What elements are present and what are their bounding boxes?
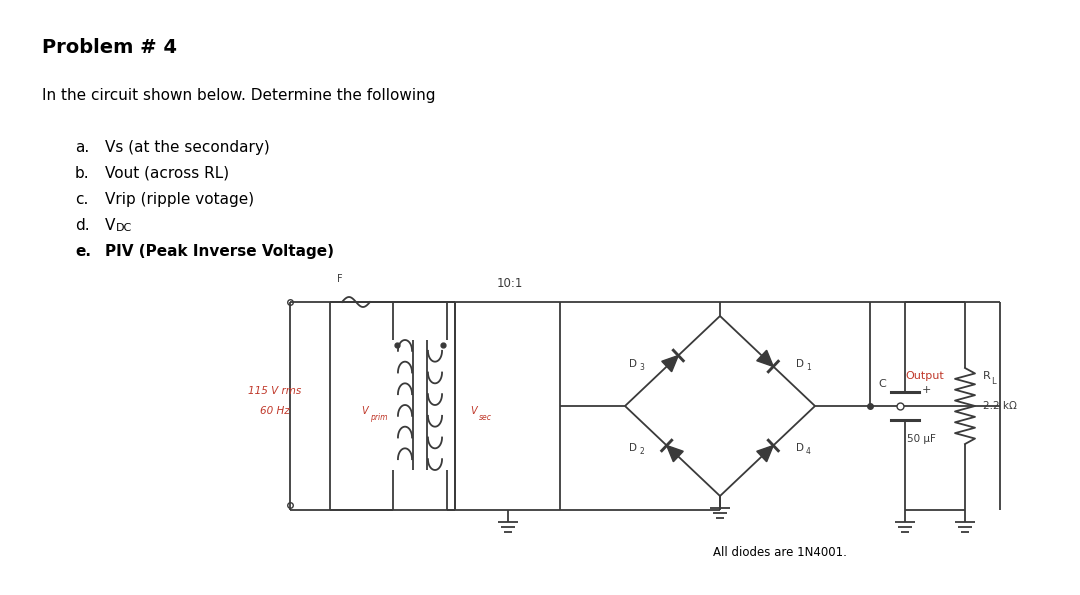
Text: 1: 1	[806, 364, 811, 372]
Text: a.: a.	[75, 140, 90, 155]
Text: sec: sec	[480, 414, 492, 422]
Text: prim: prim	[370, 414, 388, 422]
Text: Output: Output	[906, 371, 944, 381]
Text: F: F	[337, 274, 342, 284]
Text: b.: b.	[75, 166, 90, 181]
Text: V: V	[471, 406, 477, 416]
Text: 115 V rms: 115 V rms	[248, 386, 301, 396]
Text: D: D	[629, 443, 637, 453]
Text: +: +	[922, 385, 931, 395]
Text: Vrip (ripple votage): Vrip (ripple votage)	[105, 192, 254, 207]
Text: Problem # 4: Problem # 4	[42, 38, 177, 57]
Text: R: R	[983, 371, 990, 381]
Polygon shape	[757, 446, 773, 462]
Text: 3: 3	[639, 364, 644, 372]
Text: 4: 4	[806, 447, 811, 456]
Text: 2: 2	[639, 447, 644, 456]
Text: 50 μF: 50 μF	[907, 434, 936, 444]
Text: Vout (across RL): Vout (across RL)	[105, 166, 229, 181]
Text: D: D	[796, 443, 804, 453]
Polygon shape	[757, 350, 773, 367]
Text: d.: d.	[75, 218, 90, 233]
Text: e.: e.	[75, 244, 91, 259]
Text: DC: DC	[116, 223, 132, 233]
Text: In the circuit shown below. Determine the following: In the circuit shown below. Determine th…	[42, 88, 435, 103]
Polygon shape	[666, 446, 684, 462]
Text: All diodes are 1N4001.: All diodes are 1N4001.	[713, 546, 847, 559]
Text: L: L	[991, 377, 996, 387]
Text: D: D	[629, 359, 637, 369]
Text: 2.2 kΩ: 2.2 kΩ	[983, 401, 1017, 411]
Text: 60 Hz: 60 Hz	[260, 406, 289, 416]
Text: V: V	[105, 218, 116, 233]
Text: c.: c.	[75, 192, 89, 207]
Text: Vs (at the secondary): Vs (at the secondary)	[105, 140, 270, 155]
Text: 10:1: 10:1	[497, 277, 523, 290]
Text: PIV (Peak Inverse Voltage): PIV (Peak Inverse Voltage)	[105, 244, 334, 259]
Text: D: D	[796, 359, 804, 369]
Text: C: C	[878, 379, 886, 389]
Text: V: V	[362, 406, 368, 416]
Polygon shape	[662, 355, 678, 372]
